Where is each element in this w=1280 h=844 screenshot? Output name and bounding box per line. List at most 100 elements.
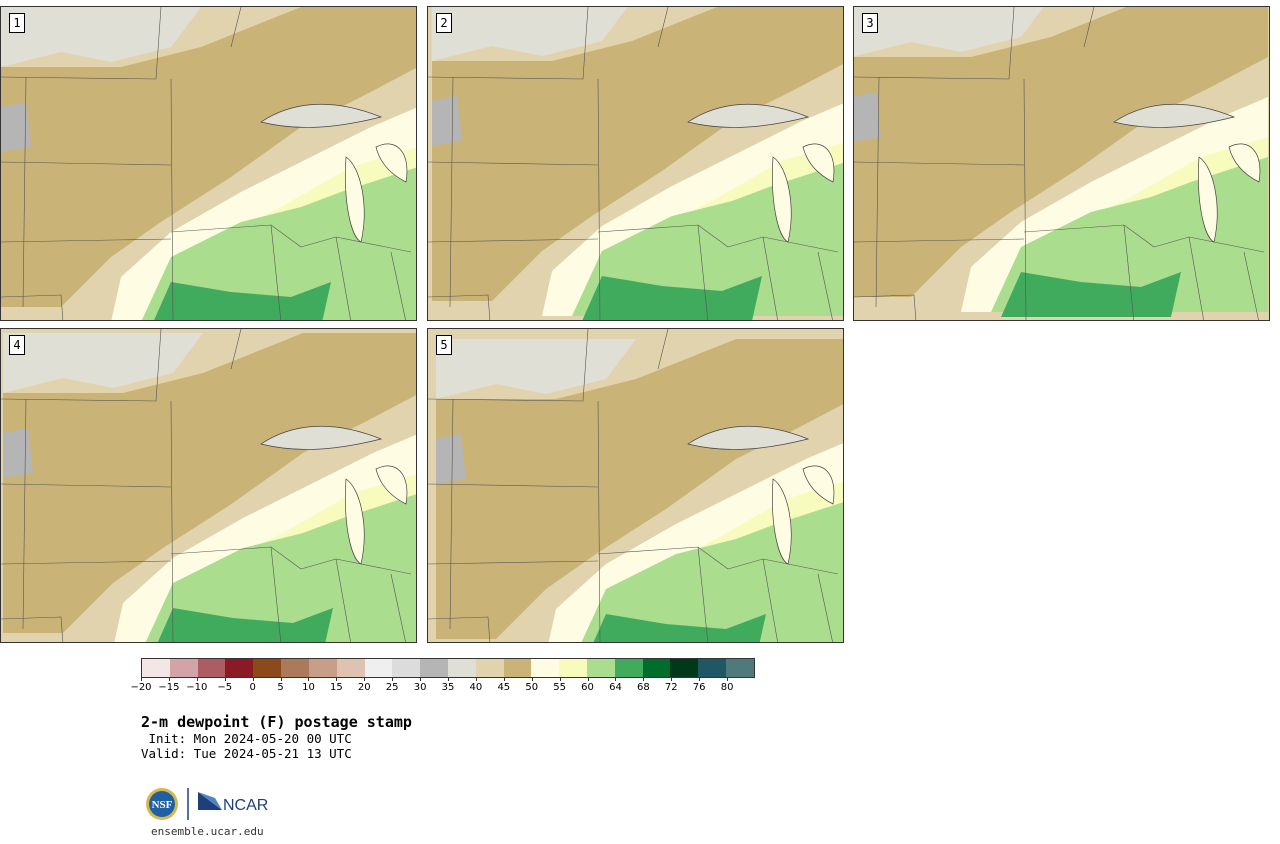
state-boundary [22,76,27,308]
ensemble-member-panel-3: 3 [853,6,1270,321]
state-boundary [230,7,242,48]
lake-huron [375,465,408,505]
ensemble-member-panel-5: 5 [427,328,844,643]
colorbar-tick-mark [503,678,505,681]
state-boundary [170,78,174,320]
very-high-dewpoint-region [582,276,762,320]
colorbar-tick-mark [727,678,729,681]
gray-region [854,92,881,142]
state-boundary [428,560,599,565]
colorbar-tick-label: −20 [130,682,152,693]
panel-number-label: 1 [9,13,25,33]
colorbar-tick-mark [448,678,449,681]
state-boundary [335,236,351,320]
panel-number-label: 5 [436,335,452,355]
colorbar-tick-label: 15 [329,682,343,693]
gray-region [436,434,466,484]
website-url: ensemble.ucar.edu [151,825,264,838]
lake-superior [260,425,383,450]
colorbar-tick-mark [615,678,617,681]
colorbar-box [614,659,643,677]
nsf-ncar-logo: NSF NCAR [146,788,268,820]
colorbar-tick-label: 20 [357,682,371,693]
colorbar-box [336,659,365,677]
state-boundary [1,294,64,320]
state-boundary [657,329,669,370]
colorbar-tick-mark [364,678,366,681]
state-boundary [597,78,601,320]
colorbar-tick-mark [699,678,701,681]
ensemble-member-panel-2: 2 [427,6,844,321]
state-boundary [1083,7,1095,48]
cool-region [3,333,203,393]
very-high-dewpoint-region [157,608,333,642]
state-boundary [300,236,412,253]
colorbar-tick-mark [531,678,533,681]
state-boundary [270,224,282,320]
colorbar-tick-label: 5 [277,682,284,693]
colorbar-box [559,659,587,677]
colorbar-box [587,659,615,677]
very-high-dewpoint-region [1001,272,1181,317]
cool-region [1,7,201,67]
colorbar-tick-mark [141,678,142,681]
colorbar-tick-mark [587,678,589,681]
colorbar-tick-label: 68 [636,682,650,693]
colorbar-tick-label: 45 [497,682,511,693]
lake-huron [1228,143,1261,183]
colorbar-box [670,659,699,677]
colorbar-box [503,659,532,677]
valid-time: Valid: Tue 2024-05-21 13 UTC [141,746,352,761]
colorbar-box [698,659,727,677]
state-boundary [390,573,406,642]
very-high-dewpoint-region [154,282,331,320]
gray-region [3,428,33,478]
state-boundary [428,7,589,80]
state-boundary [428,483,599,488]
state-boundary [854,294,917,320]
nsf-logo-globe [149,791,175,817]
state-boundary [390,251,406,320]
lake-superior [687,103,810,128]
state-boundary [1,7,162,80]
dry-region [854,7,1268,297]
state-boundary [449,76,454,308]
state-boundary [230,329,242,370]
colorbar-tick-label: 50 [525,682,539,693]
colorbar-box [197,659,226,677]
sponsor-logos: NSF NCAR [145,786,275,822]
colorbar-tick-label: −15 [158,682,180,693]
dewpoint-map-4 [1,329,416,642]
state-boundary [428,294,491,320]
state-boundary [1,483,172,488]
lake-huron [375,143,408,183]
dry-region [436,339,843,639]
dewpoint-colorbar [141,658,755,678]
colorbar-box [253,659,282,677]
very-high-dewpoint-region [593,614,766,642]
colorbar-tick-mark [252,678,254,681]
colorbar-tick-label: 10 [302,682,315,693]
state-boundary [657,7,669,48]
lake-superior [260,103,383,128]
colorbar-tick-labels: −20 −15 −10 −5 0 5 10 15 20 25 30 35 40 45 50 55 60 64 68 7… [130,678,755,698]
state-boundary [428,616,491,642]
lake-superior [1113,103,1236,128]
state-boundary [1123,224,1135,320]
dry-region [3,333,416,633]
state-boundary [597,400,601,642]
colorbar-tick-label: 25 [385,682,399,693]
colorbar-tick-mark [336,678,338,681]
lake-huron [802,465,835,505]
panel-number-label: 4 [9,335,25,355]
colorbar-box [308,659,337,677]
colorbar-tick-mark [280,678,282,681]
dewpoint-map-5 [428,329,843,642]
dewpoint-map-2 [428,7,843,320]
gray-region [432,96,462,146]
colorbar-box [447,659,476,677]
state-boundary [854,161,1025,166]
ncar-logo-text: NCAR [223,797,268,814]
colorbar-box [726,659,754,677]
state-boundary [1,329,162,402]
